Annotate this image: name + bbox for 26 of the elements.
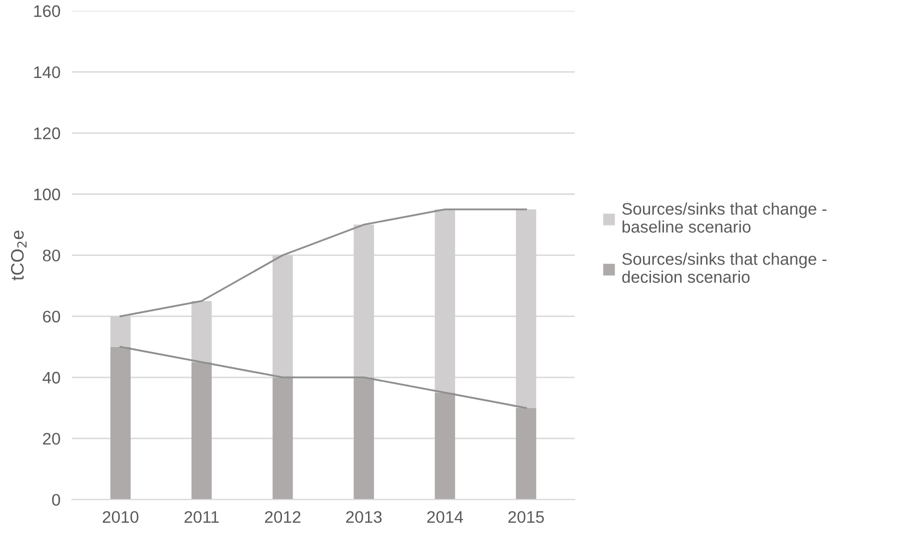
legend-label: Sources/sinks that change - decision scenario: [622, 252, 826, 283]
bar: [110, 346, 131, 500]
x-tick-label: 2010: [102, 511, 138, 523]
y-tick-label: 120: [34, 127, 60, 140]
x-tick-label: 2015: [508, 511, 544, 523]
y-tick-label: 160: [34, 5, 60, 18]
y-tick-label: 20: [43, 432, 60, 445]
y-axis-title: tCO$_{2}$e: [10, 230, 27, 280]
x-tick-label: 2012: [265, 511, 300, 523]
y-tick-label: 140: [34, 66, 60, 78]
bar: [354, 377, 374, 500]
bar: [191, 362, 212, 500]
x-tick-label: 2013: [346, 511, 382, 523]
bar: [434, 392, 456, 500]
bar: [516, 408, 536, 500]
line-series: [120, 346, 527, 409]
x-tick-label: 2011: [184, 511, 219, 523]
line-series: [120, 208, 527, 318]
y-tick-label: 40: [42, 372, 60, 384]
y-tick-label: 60: [43, 310, 60, 322]
x-tick-label: 2014: [427, 511, 463, 523]
bar: [272, 377, 293, 500]
y-tick-label: 100: [34, 188, 60, 200]
legend-label: Sources/sinks that change - baseline scenario: [622, 202, 826, 233]
y-tick-label: 80: [42, 250, 60, 262]
y-tick-label: 0: [52, 494, 60, 506]
